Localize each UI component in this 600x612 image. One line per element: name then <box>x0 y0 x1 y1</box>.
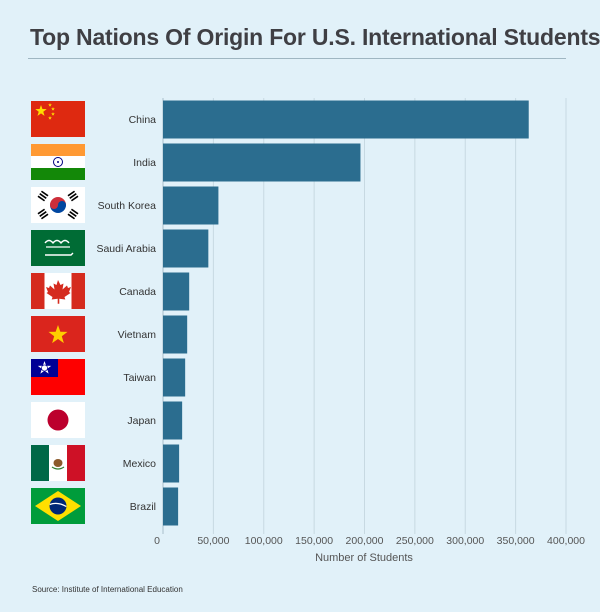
category-label: India <box>133 157 156 169</box>
bar <box>163 401 183 440</box>
x-axis-label: Number of Students <box>315 552 413 564</box>
category-label: China <box>129 114 157 126</box>
bar <box>163 444 180 483</box>
x-tick-label: 50,000 <box>197 535 229 547</box>
category-label: Vietnam <box>118 329 157 341</box>
x-tick-label: 350,000 <box>497 535 535 547</box>
china-flag <box>31 101 85 137</box>
india-flag <box>31 144 85 180</box>
category-label: Mexico <box>123 458 156 470</box>
category-label: Taiwan <box>123 372 156 384</box>
brazil-flag <box>31 488 85 524</box>
bar <box>163 272 190 311</box>
saudi-arabia-flag <box>31 230 85 266</box>
flags <box>31 101 85 524</box>
vietnam-flag <box>31 316 85 352</box>
x-tick-label: 300,000 <box>446 535 484 547</box>
source-note: Source: Institute of International Educa… <box>32 585 183 594</box>
x-tick-label: 200,000 <box>346 535 384 547</box>
x-tick-label: 400,000 <box>547 535 585 547</box>
bar <box>163 487 179 526</box>
x-tick-label: 150,000 <box>295 535 333 547</box>
bar <box>163 229 209 268</box>
bar <box>163 186 219 225</box>
canada-flag <box>31 273 85 309</box>
x-tick-label: 250,000 <box>396 535 434 547</box>
x-tick-label: 100,000 <box>245 535 283 547</box>
category-labels: China India South Korea Saudi Arabia Canada V… <box>96 114 156 513</box>
taiwan-flag <box>31 359 85 395</box>
bar <box>163 100 529 139</box>
category-label: Canada <box>119 286 156 298</box>
mexico-flag <box>31 445 85 481</box>
x-tick-label: 0 <box>154 535 160 547</box>
japan-flag <box>31 402 85 438</box>
chart-title: Top Nations Of Origin For U.S. Internati… <box>30 24 600 50</box>
title-divider <box>28 58 566 59</box>
bar <box>163 358 186 397</box>
category-label: Japan <box>127 415 156 427</box>
bar <box>163 315 188 354</box>
x-tick-labels: 0 50,000 100,000 150,000 200,000 250,000 300,0… <box>154 535 585 547</box>
category-label: South Korea <box>98 200 157 212</box>
category-label: Saudi Arabia <box>96 243 156 255</box>
south-korea-flag <box>31 187 85 223</box>
category-label: Brazil <box>130 501 156 513</box>
bar <box>163 143 361 182</box>
bars <box>163 100 529 526</box>
